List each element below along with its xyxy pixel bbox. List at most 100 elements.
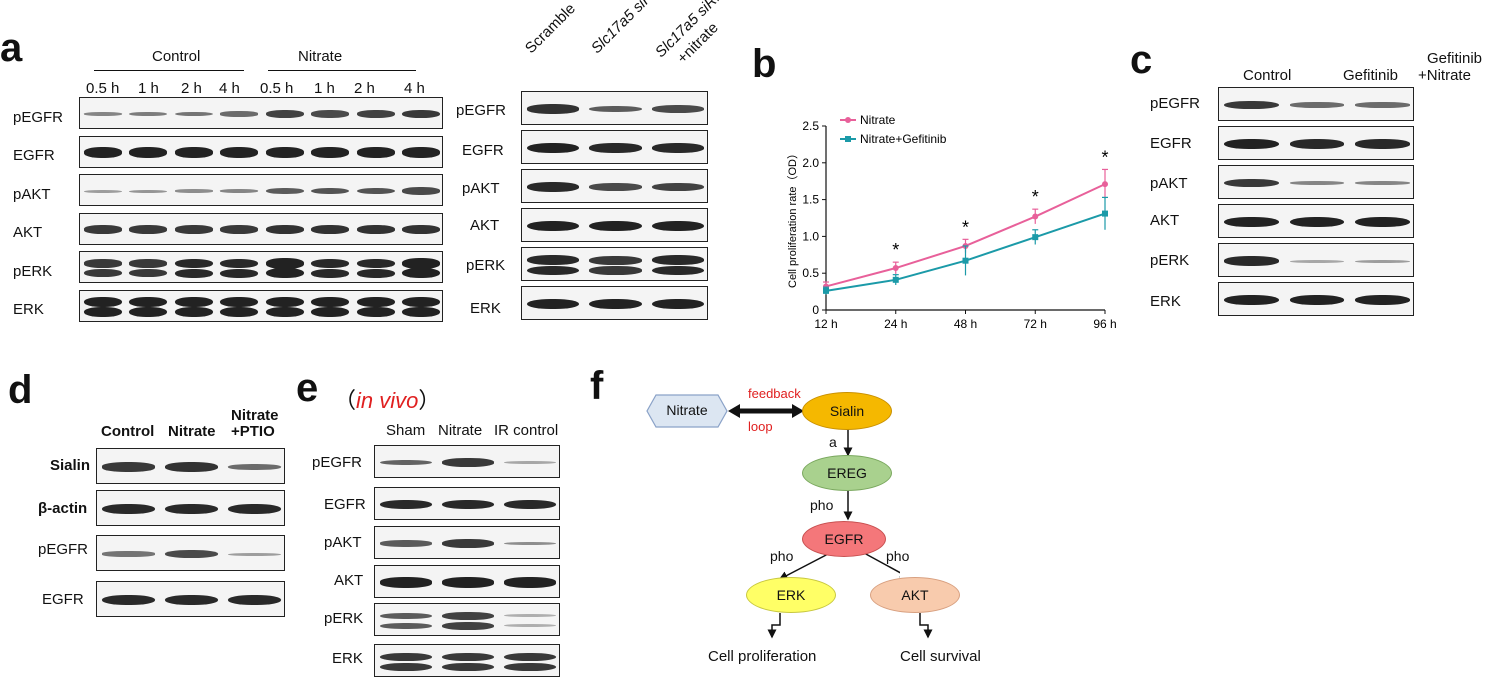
row-label-egfr: EGFR (462, 142, 504, 159)
blot-c (1218, 243, 1414, 277)
edge-label-pho: pho (810, 497, 834, 513)
ereg-node: EREG (802, 455, 892, 491)
legend-marker (845, 136, 851, 142)
blot-e (374, 445, 560, 478)
row-label-pakt: pAKT (324, 534, 362, 551)
blot-e (374, 487, 560, 520)
blot-e (374, 565, 560, 598)
paren-close: ） (418, 388, 441, 413)
akt-node: AKT (870, 577, 960, 613)
group-line-nitrate (268, 70, 416, 71)
loop-label: loop (748, 419, 773, 434)
time-label: 4 h (219, 80, 240, 97)
data-point (892, 265, 899, 272)
edge-label-pho: pho (886, 548, 910, 564)
significance-star: * (1032, 187, 1039, 207)
edge-label-pho: pho (770, 548, 794, 564)
blot-d (96, 448, 285, 484)
blot-e (374, 644, 560, 677)
group-label-nitrate: Nitrate (298, 48, 343, 65)
y-tick-label: 2.5 (802, 119, 819, 133)
blot-a-left (79, 174, 443, 206)
time-label: 2 h (354, 80, 375, 97)
akt-outcome-arrow (919, 613, 933, 639)
legend-label: Nitrate+Gefitinib (860, 132, 947, 146)
blot-c (1218, 282, 1414, 316)
legend-marker (845, 117, 851, 123)
row-label-akt: AKT (334, 572, 364, 589)
row-label-perk: pERK (324, 610, 364, 627)
nitrate-node-label: Nitrate (666, 402, 708, 418)
pathway-arrows (728, 404, 900, 639)
x-tick-label: 96 h (1093, 317, 1116, 331)
y-axis-label: Cell proliferation rate（OD） (786, 148, 799, 288)
row-label-akt: AKT (1150, 212, 1180, 229)
nitrate-node: Nitrate (646, 394, 728, 428)
blot-c (1218, 165, 1414, 199)
panel-letter-d: d (8, 368, 33, 412)
y-tick-label: 0.5 (802, 266, 819, 280)
time-label: 4 h (404, 80, 425, 97)
proliferation-chart: 0 0.5 1.0 1.5 2.0 2.5 12 h 24 h 48 h 72 h 96 h Cell… (786, 113, 1117, 331)
x-tick-label: 48 h (954, 317, 977, 331)
sialin-node: Sialin (802, 392, 892, 430)
col-label-ir-control: IR control (494, 422, 559, 439)
panel-letter-f: f (590, 364, 604, 408)
blot-c (1218, 126, 1414, 160)
blot-e (374, 603, 560, 636)
col-label-gefitinib: Gefitinib (1343, 67, 1399, 84)
row-label-akt: AKT (13, 224, 43, 241)
time-label: 0.5 h (260, 80, 294, 97)
paren-open: （ (334, 388, 357, 413)
y-tick-label: 2.0 (802, 156, 819, 170)
data-point (892, 276, 899, 283)
blot-a-left (79, 135, 443, 168)
row-label-egfr: EGFR (13, 147, 55, 164)
blot-a-right (521, 247, 708, 281)
row-label-erk: ERK (470, 300, 501, 317)
col-label-scramble: Scramble (521, 0, 579, 57)
data-point (1102, 210, 1108, 217)
y-tick-label: 0 (812, 303, 819, 317)
row-label-pakt: pAKT (1150, 175, 1188, 192)
row-label-pegfr: pEGFR (13, 109, 64, 126)
row-label-egfr: EGFR (324, 496, 366, 513)
col-label-control: Control (101, 423, 155, 440)
data-point (1032, 213, 1039, 220)
blot-d (96, 535, 285, 571)
x-tick-label: 24 h (884, 317, 907, 331)
data-point (823, 287, 829, 294)
row-label-egfr: EGFR (42, 591, 84, 608)
blot-d (96, 490, 285, 526)
col-label-nitrate-suffix: +Nitrate (1418, 67, 1471, 84)
row-label-erk: ERK (13, 301, 44, 318)
col-label-control: Control (1243, 67, 1292, 84)
time-label: 1 h (314, 80, 335, 97)
col-label-sham: Sham (386, 422, 426, 439)
blot-a-right (521, 208, 708, 242)
col-label-nitrate-ptio: Nitrate (231, 407, 279, 424)
row-label-erk: ERK (1150, 293, 1181, 310)
data-point (962, 257, 969, 264)
row-label-perk: pERK (466, 257, 506, 274)
row-label-sialin: Sialin (50, 457, 91, 474)
blot-c (1218, 204, 1414, 238)
blot-a-left (79, 289, 443, 322)
group-line-control (94, 70, 244, 71)
row-label-pegfr: pEGFR (312, 454, 363, 471)
row-label-pakt: pAKT (462, 180, 500, 197)
feedback-label: feedback (748, 386, 801, 401)
time-label: 2 h (181, 80, 202, 97)
group-label-control: Control (152, 48, 201, 65)
blot-c (1218, 87, 1414, 121)
row-label-pegfr: pEGFR (1150, 95, 1201, 112)
blot-a-left (79, 251, 443, 283)
col-label-ptio-suffix: +PTIO (231, 423, 275, 440)
cell-proliferation-label: Cell proliferation (708, 648, 817, 665)
in-vivo-label: in vivo (356, 388, 419, 413)
x-tick-label: 72 h (1024, 317, 1047, 331)
row-label-egfr: EGFR (1150, 135, 1192, 152)
panel-letter-a: a (0, 26, 23, 70)
blot-d (96, 581, 285, 617)
row-label-pegfr: pEGFR (38, 541, 89, 558)
